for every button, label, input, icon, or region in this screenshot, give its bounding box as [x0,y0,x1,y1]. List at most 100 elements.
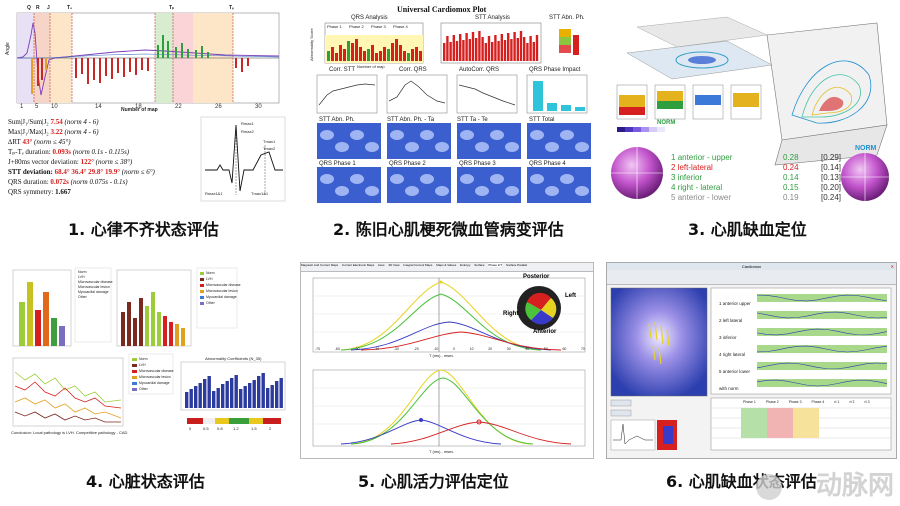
marker-q: Q [27,5,31,11]
viability-xlabel-top: T (ms) , msec [429,353,454,358]
scale-12: 1.2 [233,426,239,431]
stt-bar [449,42,452,61]
heatmap-spot [420,130,434,140]
coefficient-bar [221,384,225,408]
tab-3d-view[interactable]: 3D View [388,263,400,267]
tab-integral[interactable]: Integral Current Maps [403,263,433,267]
stat-note: (norm ≤ 6°) [121,168,155,176]
stat-label: Sum|J₁/Sum|J₂ [8,118,49,126]
qrs-bar [355,39,358,61]
stt-bar [529,36,532,61]
region-band [757,328,887,336]
row3-title-4: STT Total [529,117,555,123]
watermark-logo-icon [756,474,782,500]
cardiomox-titlebar: Cardiomox ✕ [607,263,896,270]
region-band [757,311,887,319]
coefficient-bar [243,386,247,408]
stt-bar [526,43,529,61]
tab-maps-values[interactable]: Maps & Values [436,263,457,267]
stat-value: 0.072s [50,178,69,186]
region-band [757,345,887,353]
caption-3: 3. 心肌缺血定位 [688,220,807,239]
stat-value: 0.093s [52,148,71,156]
heatmap-tile [457,123,521,159]
heatmap-spot [505,186,519,196]
cardiomox-title: Universal Cardiomox Plot [397,5,487,14]
qrs-bar [335,53,338,61]
stt-bar [452,35,455,61]
heart-state-figure [12,267,286,427]
stat-label: STT deviation: [8,168,53,176]
stt-bar [462,40,465,61]
stt-bar [484,43,487,61]
qrs-bar [391,43,394,61]
autocorr-qrs-title: AutoCorr. QRS [459,67,500,73]
stat-label: Max|J₁/Max|J₂ [8,128,49,136]
heatmap-spot [435,142,449,152]
heatmap-tile [317,167,381,203]
viability-xlabel-bottom: T (ms) , msec [429,449,454,454]
heatmap-spot [320,130,334,140]
ecg-label-tmax1: Tmax1 [263,139,276,144]
heatmap-spot [320,174,334,184]
heatmap-spot [460,130,474,140]
region-band [757,379,887,387]
qrs-bar [371,45,374,61]
toolbar [607,270,896,285]
stat-label: Tₚ-Tₑ duration: [8,148,51,156]
coefficient-bar [230,378,234,408]
marker-t0: T₀ [67,5,73,11]
tab-phase[interactable]: Phase 2/T [488,263,503,267]
tab-current-electronic[interactable]: Current Electronic Maps [342,263,375,267]
tab-entropy[interactable]: Entropy [460,263,471,267]
coefficient-bar [216,388,220,408]
watermark-text: 动脉网 [815,471,894,501]
region-band [757,362,887,370]
arrhythmia-figure: 1 5 10 14 18 22 26 30 [16,12,286,202]
stat-note: (norm ≤ 45°) [34,138,71,146]
stt-bar [491,42,494,61]
qrs-bar [403,51,406,61]
qrs-bar [331,47,334,61]
tab-magnetic[interactable]: Magnetic And Current Maps [301,263,339,267]
heatmap-spot [530,174,544,184]
region-row: 1 anterior - upper 0.28 [0.29] [671,153,842,162]
scale-08: 0.8 [217,426,223,431]
phase-label-4: Phase 4 [393,24,408,29]
stt-analysis-title: STT Analysis [475,15,510,21]
ischemia-state-figure [610,287,892,451]
stat-note: (norm 4 - 6) [64,118,99,126]
tab-axes[interactable]: Axes [377,263,385,267]
corr-stt-title: Corr. STT [329,67,356,73]
coefficient-bar [234,375,238,408]
coefficient-bar [270,385,274,408]
qrs-bar [395,39,398,61]
phase-label-3: Phase 3 [371,24,386,29]
heatmap-spot [575,186,589,196]
marker-tp: Tₚ [169,5,175,11]
qrs-bar [419,51,422,61]
orient-right: Right [503,311,519,317]
qrs-bar [347,41,350,61]
tab-surface-parallel[interactable]: Surface Parallel [505,263,528,267]
qrs-bar [399,45,402,61]
close-icon[interactable]: ✕ [890,264,894,269]
coef-chart-title: Abnormality Coefficients (N_35) [205,356,262,361]
heatmap-spot [475,186,489,196]
heatmap-spot [365,186,379,196]
heatmap-tile [527,167,591,203]
svg-text:18: 18 [135,104,142,110]
stt-bar [500,34,503,61]
stt-bar [513,32,516,61]
heart-legend-lower: Norm LVH Microvascular disease Microvascul… [139,357,174,391]
tab-surface[interactable]: Surface [474,263,485,267]
svg-text:1: 1 [20,104,24,110]
marker-te: Tₑ [229,5,234,11]
coefficient-bar [189,389,193,408]
heatmap-spot [505,142,519,152]
coefficient-bar [225,381,229,408]
heatmap-spot [390,130,404,140]
orient-anterior: Anterior [533,329,557,335]
stt-bar [523,37,526,61]
region-curve [756,294,888,302]
